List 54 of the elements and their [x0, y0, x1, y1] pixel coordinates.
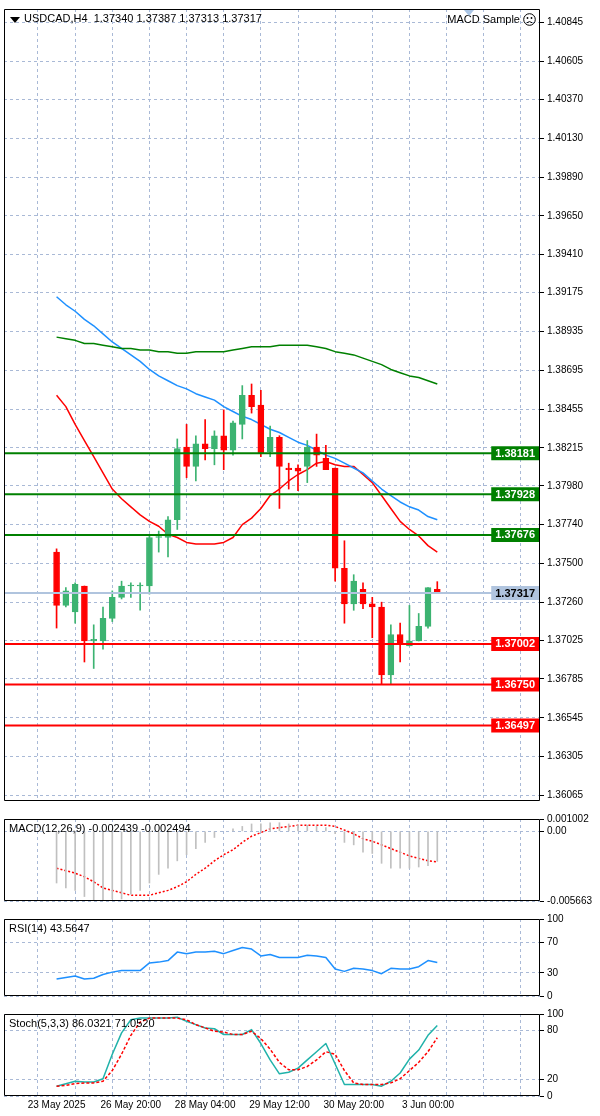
candlestick [90, 624, 98, 669]
y-tick-label: 80 [547, 1024, 559, 1036]
chart-title: MACD(12,26,9) -0.002439 -0.002494 [9, 821, 191, 834]
y-tick-label: -0.005663 [547, 894, 593, 906]
y-tick-label: 1.38455 [547, 402, 584, 414]
y-tick-label: 1.37740 [547, 518, 584, 530]
y-tick-label: 1.39890 [547, 170, 584, 182]
y-tick-label: 1.38215 [547, 441, 584, 453]
ref-line-label: 1.36497 [495, 719, 535, 732]
chart-title: USDCAD,H4 1.37340 1.37387 1.37313 1.37317 [24, 11, 262, 24]
text: MACD Sample [447, 12, 520, 25]
y-tick-label: 0.001002 [547, 812, 590, 824]
ref-line-label: 1.37002 [495, 637, 535, 650]
y-tick-label: 0 [547, 989, 553, 1001]
y-tick-label: 1.40605 [547, 55, 584, 67]
y-tick-label: 20 [547, 1073, 559, 1085]
y-tick-label: 1.36305 [547, 750, 584, 762]
x-tick-label: 23 May 2025 [27, 1098, 86, 1110]
x-tick-label: 28 May 04:00 [174, 1098, 236, 1110]
y-tick-label: 1.36545 [547, 711, 584, 723]
y-tick-label: 70 [547, 935, 559, 947]
candlestick [127, 582, 135, 598]
y-tick-label: 1.37980 [547, 479, 584, 491]
y-tick-label: 1.39410 [547, 248, 584, 260]
y-tick-label: 0 [547, 1089, 553, 1101]
y-tick-label: 1.36785 [547, 672, 584, 684]
y-tick-label: 100 [547, 912, 565, 924]
candlestick [368, 597, 376, 639]
y-tick-label: 1.40130 [547, 132, 584, 144]
ref-line-label: 1.37317 [495, 586, 535, 599]
y-tick-label: 1.40370 [547, 93, 584, 105]
x-tick-label: 29 May 12:00 [249, 1098, 311, 1110]
y-tick-label: 1.39650 [547, 209, 584, 221]
ref-line-label: 1.36750 [495, 678, 535, 691]
y-tick-label: 1.37025 [547, 633, 584, 645]
y-tick-label: 1.39175 [547, 286, 584, 298]
x-tick-label: 3 Jun 00:00 [401, 1098, 455, 1110]
y-tick-label: 1.40845 [547, 16, 584, 28]
y-tick-label: 1.38935 [547, 325, 584, 337]
ref-line-label: 1.37928 [495, 487, 535, 500]
y-tick-label: 1.38695 [547, 364, 584, 375]
x-tick-label: 26 May 20:00 [100, 1098, 162, 1110]
chart-title: RSI(14) 43.5647 [9, 921, 90, 934]
ref-line-label: 1.37676 [495, 528, 535, 541]
y-tick-label: 100 [547, 1007, 565, 1019]
candlestick [201, 419, 209, 461]
y-tick-label: 1.37260 [547, 595, 584, 607]
y-tick-label: 0.00 [547, 825, 567, 837]
x-tick-label: 30 May 20:00 [323, 1098, 385, 1110]
y-tick-label: 1.36065 [547, 789, 584, 801]
y-tick-label: 30 [547, 966, 559, 978]
y-tick-label: 1.37500 [547, 557, 584, 569]
ref-line-label: 1.38181 [495, 446, 535, 459]
candlestick [136, 582, 144, 611]
